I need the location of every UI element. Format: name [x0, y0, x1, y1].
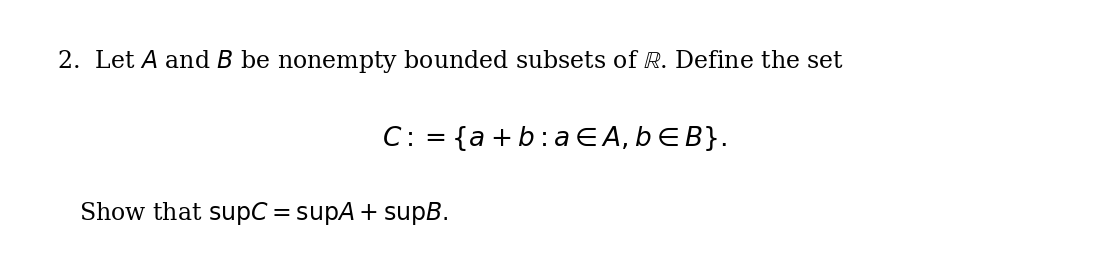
Text: 2.  Let $A$ and $B$ be nonempty bounded subsets of $\mathbb{R}$. Define the set: 2. Let $A$ and $B$ be nonempty bounded s… — [57, 48, 844, 75]
Text: Show that $\sup C = \sup A + \sup B.$: Show that $\sup C = \sup A + \sup B.$ — [79, 200, 448, 227]
Text: $C := \{a + b : a \in A, b \in B\}.$: $C := \{a + b : a \in A, b \in B\}.$ — [383, 124, 726, 153]
